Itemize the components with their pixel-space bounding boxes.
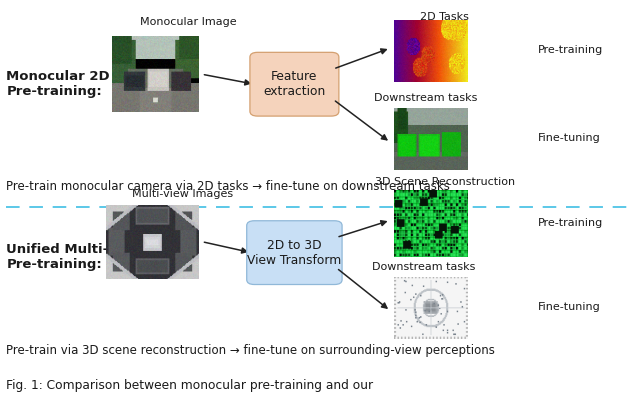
Text: 2D Tasks: 2D Tasks — [420, 12, 469, 22]
Text: Feature
extraction: Feature extraction — [263, 70, 326, 98]
Text: 2D to 3D
View Transform: 2D to 3D View Transform — [247, 239, 342, 267]
Text: Fine-tuning: Fine-tuning — [538, 134, 600, 143]
Text: Fine-tuning: Fine-tuning — [538, 302, 600, 312]
FancyBboxPatch shape — [250, 52, 339, 116]
Text: Downstream tasks: Downstream tasks — [374, 93, 477, 103]
Text: Pre-training: Pre-training — [538, 218, 603, 227]
FancyBboxPatch shape — [247, 221, 342, 285]
Text: Unified Multi-Camera
Pre-training:: Unified Multi-Camera Pre-training: — [6, 243, 166, 271]
Text: Pre-train monocular camera via 2D tasks → fine-tune on downstream tasks: Pre-train monocular camera via 2D tasks … — [6, 180, 451, 193]
Text: Multi-view Images: Multi-view Images — [132, 190, 233, 199]
Text: Pre-train via 3D scene reconstruction → fine-tune on surrounding-view perception: Pre-train via 3D scene reconstruction → … — [6, 344, 495, 357]
Text: Downstream tasks: Downstream tasks — [372, 262, 476, 271]
Text: Monocular Image: Monocular Image — [141, 17, 237, 27]
Text: Monocular 2D
Pre-training:: Monocular 2D Pre-training: — [6, 70, 110, 98]
Text: 3D Scene Reconstruction: 3D Scene Reconstruction — [375, 178, 515, 187]
Text: Fig. 1: Comparison between monocular pre-training and our: Fig. 1: Comparison between monocular pre… — [6, 379, 374, 392]
Text: Pre-training: Pre-training — [538, 45, 603, 55]
